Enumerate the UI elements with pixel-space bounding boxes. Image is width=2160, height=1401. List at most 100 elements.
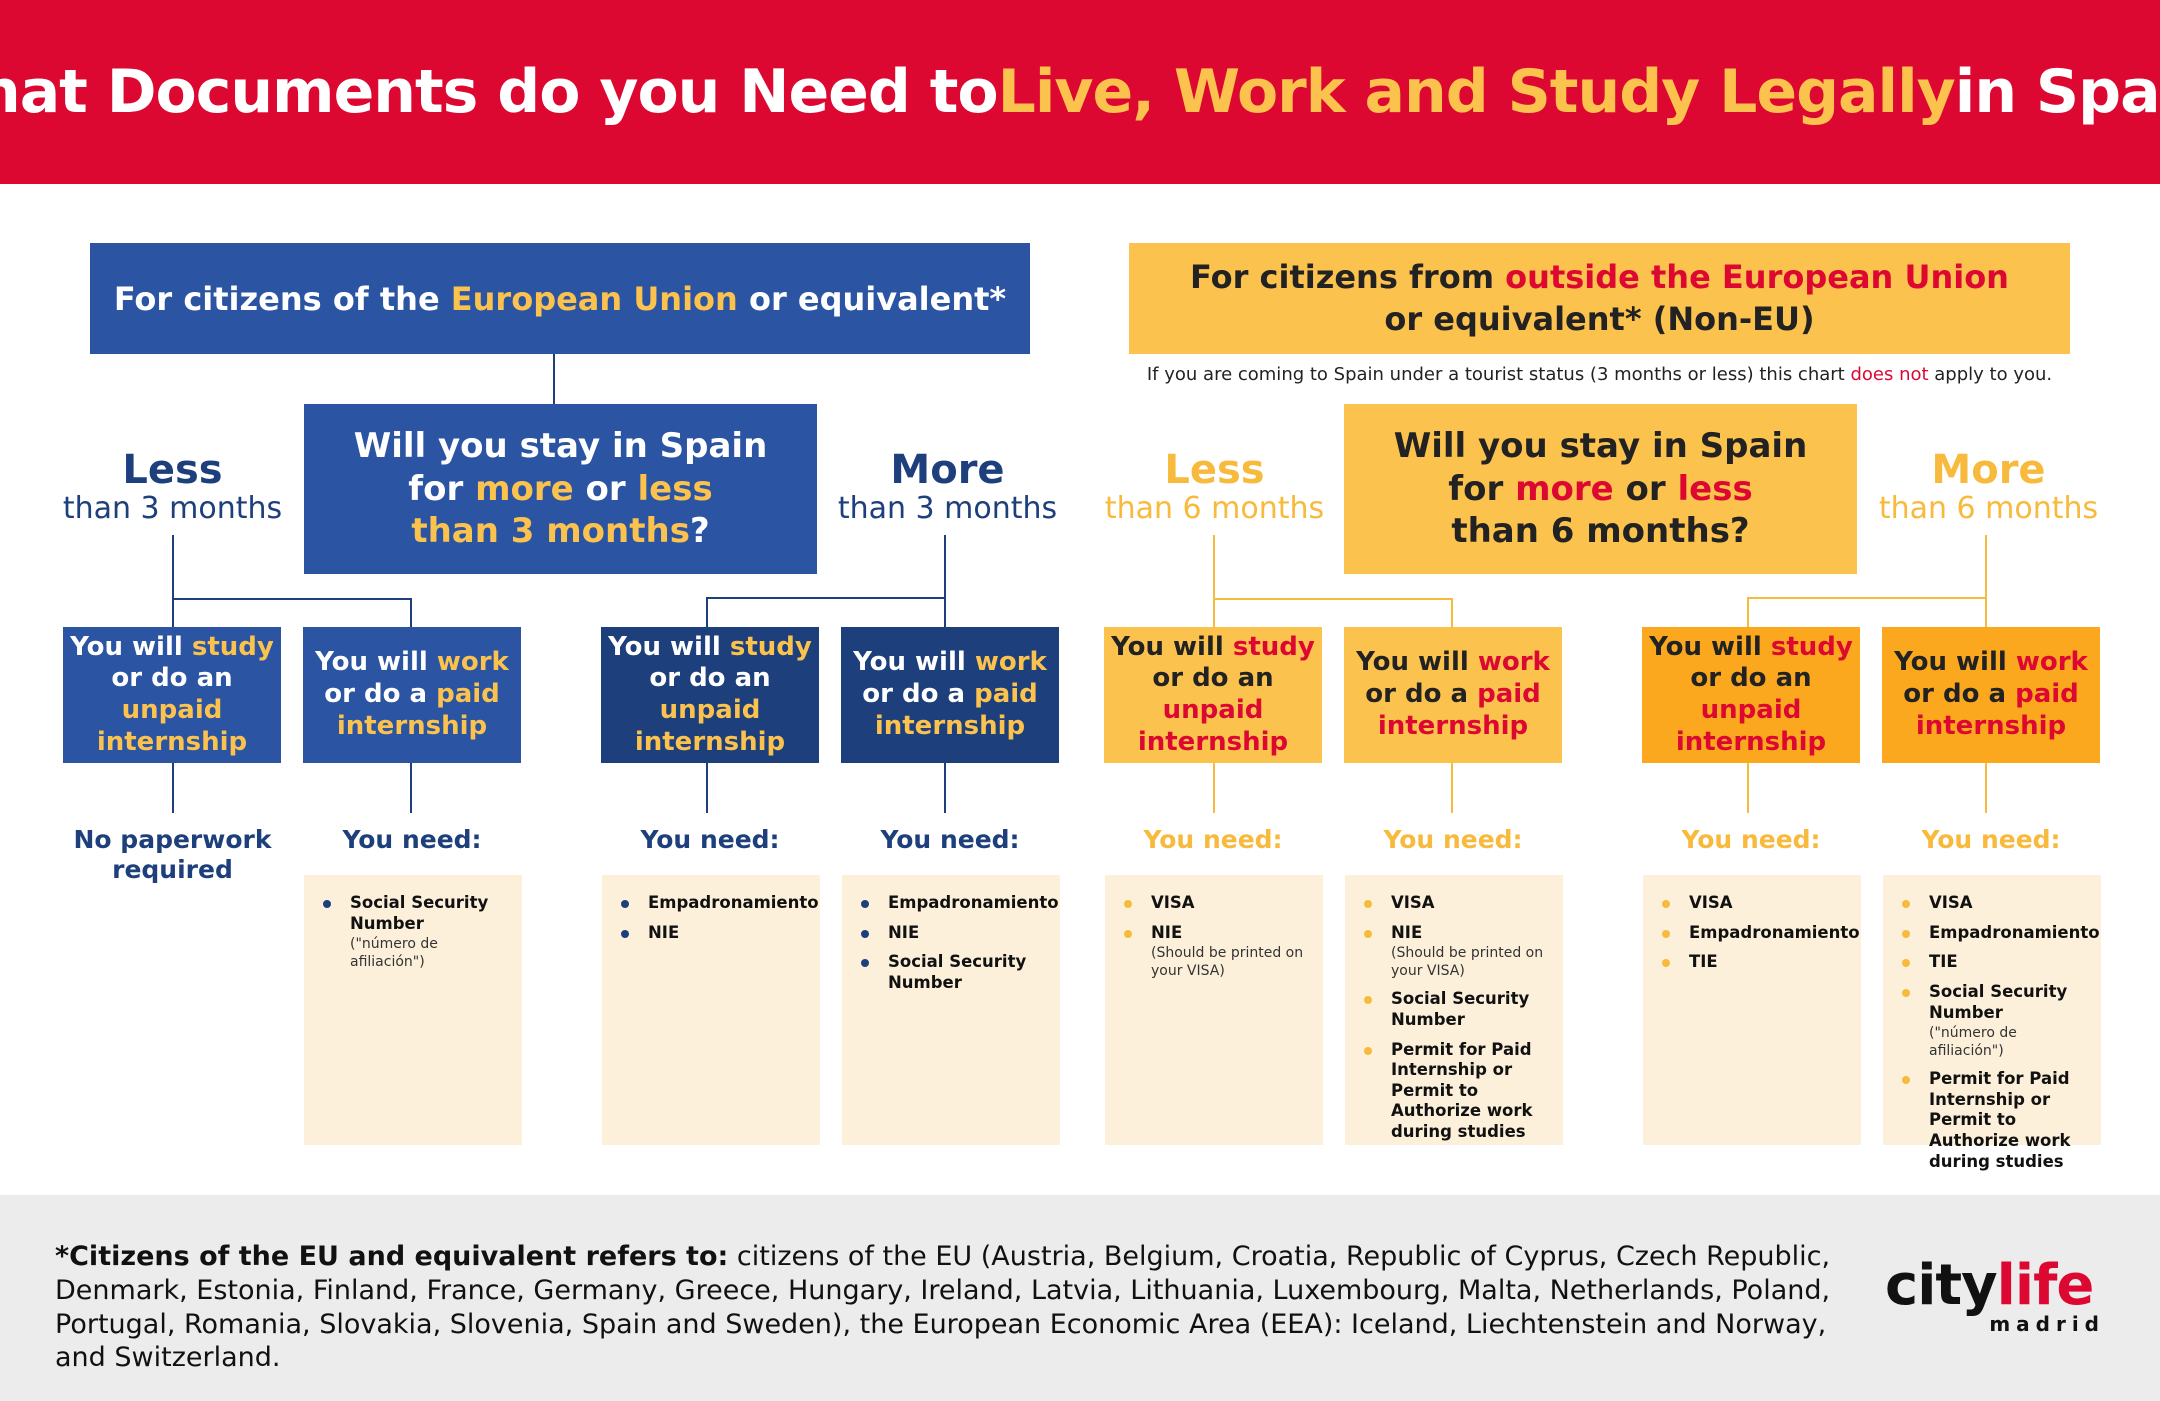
- opt-text: or do a: [1365, 679, 1478, 710]
- document-item: NIE: [858, 923, 1048, 944]
- eu-question-line1: Will you stay in Spain: [353, 426, 768, 467]
- opt-study: study: [729, 631, 812, 662]
- noneu-question-less: less: [1677, 468, 1753, 509]
- opt-text: You will: [1356, 647, 1478, 678]
- connector: [1747, 763, 1749, 813]
- opt-text: You will: [1894, 647, 2016, 678]
- you-need-label: You need:: [342, 825, 482, 854]
- opt-study: study: [1232, 631, 1315, 662]
- connector: [553, 354, 555, 404]
- document-name: TIE: [1689, 952, 1718, 972]
- noneu-heading-c: or equivalent* (Non-EU): [1384, 299, 1815, 338]
- document-item: Empadronamiento: [1899, 923, 2100, 944]
- opt-text: or do an: [1690, 663, 1812, 694]
- connector: [172, 535, 174, 627]
- noneu-disclaimer: If you are coming to Spain under a touri…: [1129, 364, 2070, 385]
- connector: [944, 763, 946, 813]
- document-item: Empadronamiento: [858, 893, 1059, 914]
- document-name: Empadronamiento: [1929, 922, 2100, 942]
- logo-city: city: [1885, 1253, 1998, 1318]
- noneu-less-work-documents: VISA NIE (Should be printed on your VISA) S…: [1345, 875, 1563, 1145]
- opt-unpaid: unpaid: [1700, 695, 1802, 725]
- eu-heading-a: For citizens of the: [113, 279, 451, 318]
- eu-question-more: more: [475, 468, 574, 509]
- document-note: ("número de afiliación"): [1929, 1025, 2017, 1059]
- document-name: Permit for Paid Internship or Permit to …: [1929, 1069, 2071, 1171]
- footnote: *Citizens of the EU and equivalent refer…: [55, 1240, 1855, 1375]
- noneu-less-study-documents: VISA NIE (Should be printed on your VISA): [1105, 875, 1323, 1145]
- noneu-less-work-box: You will work or do a paid internship: [1344, 627, 1562, 763]
- document-name: Social Security Number: [888, 952, 1027, 992]
- document-item: NIE (Should be printed on your VISA): [1121, 923, 1311, 981]
- opt-unpaid: unpaid: [121, 695, 223, 725]
- opt-paid: paid: [436, 679, 500, 710]
- document-item: TIE: [1659, 952, 1849, 973]
- connector: [1451, 763, 1453, 813]
- document-item: NIE (Should be printed on your VISA): [1361, 923, 1551, 981]
- connector: [1747, 597, 1749, 627]
- no-paperwork-label: No paperwork required: [73, 825, 272, 884]
- noneu-question-for: for: [1448, 468, 1516, 509]
- opt-text: You will: [608, 631, 730, 662]
- noneu-question-or: or: [1613, 468, 1678, 509]
- document-note: (Should be printed on your VISA): [1391, 945, 1544, 979]
- noneu-less-label: Less than 6 months: [1092, 448, 1337, 525]
- eu-question-3months: than 3 months: [411, 511, 690, 552]
- connector: [1213, 535, 1215, 627]
- opt-text: or do an: [649, 663, 771, 694]
- eu-question-less: less: [637, 468, 713, 509]
- eu-more-big: More: [890, 447, 1005, 493]
- connector: [706, 597, 946, 599]
- document-name: VISA: [1929, 893, 1973, 912]
- disclaimer-text: apply to you.: [1928, 364, 2053, 385]
- document-item: Empadronamiento: [1659, 923, 1860, 944]
- document-name: NIE: [888, 922, 920, 942]
- eu-more-study-documents: Empadronamiento NIE: [602, 875, 820, 1145]
- noneu-question-line3: than 6 months?: [1451, 511, 1750, 552]
- opt-text: You will: [70, 631, 192, 662]
- document-name: NIE: [1391, 922, 1423, 942]
- noneu-more-label: More than 6 months: [1866, 448, 2111, 525]
- opt-text: or do a: [862, 679, 975, 710]
- eu-more-small: than 3 months: [837, 491, 1058, 526]
- document-name: NIE: [648, 922, 680, 942]
- document-name: VISA: [1689, 893, 1733, 912]
- eu-less-work-box: You will work or do a paid internship: [303, 627, 521, 763]
- connector: [410, 763, 412, 813]
- connector: [1985, 763, 1987, 813]
- noneu-more-work-documents: VISA Empadronamiento TIE Social Security Nu…: [1883, 875, 2101, 1171]
- document-name: Empadronamiento: [888, 893, 1059, 912]
- eu-less-label: Less than 3 months: [50, 448, 295, 525]
- connector: [944, 535, 946, 627]
- you-need-label: You need:: [1921, 825, 2061, 854]
- connector: [1747, 597, 1987, 599]
- opt-work: work: [2015, 647, 2088, 678]
- disclaimer-text: If you are coming to Spain under a touri…: [1146, 364, 1851, 385]
- eu-question-box: Will you stay in Spain for more or less …: [304, 404, 817, 574]
- opt-internship: internship: [1915, 710, 2067, 741]
- eu-question-or: or: [573, 468, 638, 509]
- opt-internship: internship: [634, 726, 786, 757]
- opt-work: work: [974, 647, 1047, 678]
- connector: [172, 763, 174, 813]
- document-name: Empadronamiento: [1689, 922, 1860, 942]
- document-name: VISA: [1391, 893, 1435, 912]
- eu-more-study-box: You will study or do an unpaid internshi…: [601, 627, 819, 763]
- noneu-more-study-box: You will study or do an unpaid internshi…: [1642, 627, 1860, 763]
- footer: [0, 1195, 2160, 1401]
- document-item: Social Security Number ("número de afilia…: [1899, 982, 2089, 1060]
- eu-heading-b: European Union: [450, 279, 738, 318]
- opt-text: You will: [315, 647, 437, 678]
- title-highlight: Live, Work and Study Legally: [997, 57, 1956, 127]
- document-name: Permit for Paid Internship or Permit to …: [1391, 1039, 1533, 1142]
- document-item: Empadronamiento: [618, 893, 819, 914]
- connector: [706, 597, 708, 627]
- eu-heading-box: For citizens of the European Union or eq…: [90, 243, 1030, 354]
- logo-madrid: madrid: [1989, 1312, 2105, 1336]
- document-item: VISA: [1899, 893, 2089, 914]
- noneu-question-line1: Will you stay in Spain: [1393, 426, 1808, 467]
- document-item: VISA: [1121, 893, 1311, 914]
- you-need-label: You need:: [1681, 825, 1821, 854]
- opt-internship: internship: [1675, 726, 1827, 757]
- opt-text: or do an: [111, 663, 233, 694]
